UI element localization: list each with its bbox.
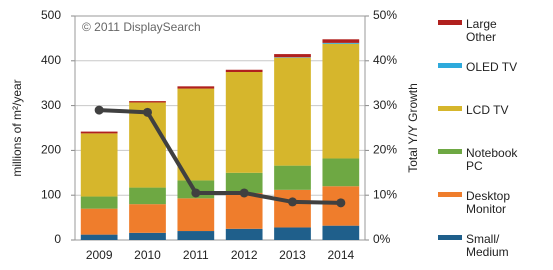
y2-tick-label: 0% xyxy=(373,232,391,246)
legend-swatch xyxy=(438,106,462,111)
bar-segment xyxy=(274,189,311,228)
bar-segment xyxy=(322,39,360,43)
x-tick-label: 2009 xyxy=(86,248,113,262)
bar-segment xyxy=(129,101,166,103)
x-tick-label: 2012 xyxy=(231,248,258,262)
bar-segment xyxy=(322,42,360,44)
bar-segment xyxy=(225,72,263,173)
bar-segment xyxy=(129,187,166,205)
line-point xyxy=(239,188,249,198)
y-axis-label: millions of m²/year xyxy=(10,79,24,176)
bar-segment xyxy=(80,131,118,134)
bar-segment xyxy=(177,86,215,89)
legend-swatch xyxy=(438,235,462,240)
bar-segment xyxy=(274,57,311,166)
legend-label: Notebook PC xyxy=(466,146,518,173)
legend-swatch xyxy=(438,149,462,154)
y-tick-label: 100 xyxy=(41,187,61,201)
legend-swatch xyxy=(438,20,462,25)
bar-segment xyxy=(274,165,311,190)
bar-segment xyxy=(129,204,166,233)
x-tick-label: 2014 xyxy=(327,248,354,262)
bar-segment xyxy=(225,228,263,240)
legend-label: OLED TV xyxy=(466,60,518,74)
line-point xyxy=(336,198,346,208)
bar-segment xyxy=(80,196,118,209)
y-tick-label: 400 xyxy=(41,53,61,67)
bar-segment xyxy=(177,198,215,232)
legend-label: Small/ Medium xyxy=(466,232,509,259)
annotation: © 2011 DisplaySearch xyxy=(82,20,201,34)
bar-segment xyxy=(80,234,118,240)
bar-segment xyxy=(274,54,311,58)
legend-swatch xyxy=(438,63,462,68)
y2-tick-label: 30% xyxy=(373,98,397,112)
bar-segment xyxy=(177,231,215,240)
plot-border xyxy=(74,15,366,241)
bar-segment xyxy=(80,208,118,235)
x-tick-label: 2010 xyxy=(134,248,161,262)
bar-segment xyxy=(274,227,311,240)
y2-axis-label: Total Y/Y Growth xyxy=(406,83,420,173)
legend-label: Desktop Monitor xyxy=(466,189,511,216)
y-tick-label: 0 xyxy=(54,232,61,246)
line xyxy=(99,108,341,205)
legend-swatch xyxy=(438,192,462,197)
line-point xyxy=(288,197,297,207)
bar-segment xyxy=(322,43,360,159)
bar-segment xyxy=(225,69,263,72)
y2-tick-label: 40% xyxy=(373,53,397,67)
bar-segment xyxy=(225,192,263,229)
y-tick-label: 500 xyxy=(41,8,61,22)
bar-segment xyxy=(177,88,215,181)
line-point xyxy=(94,105,104,115)
line-point xyxy=(143,107,152,117)
y2-tick-label: 20% xyxy=(373,143,397,157)
bar-segment xyxy=(225,172,263,193)
y-tick-label: 300 xyxy=(41,98,61,112)
bar-segment xyxy=(322,158,360,187)
x-tick-label: 2013 xyxy=(279,248,306,262)
legend-label: Large Other xyxy=(466,17,497,44)
bar-segment xyxy=(322,225,360,240)
y-tick-label: 200 xyxy=(41,143,61,157)
legend-label: LCD TV xyxy=(466,103,509,117)
y2-tick-label: 10% xyxy=(373,187,397,201)
line-point xyxy=(191,188,201,198)
x-tick-label: 2011 xyxy=(183,248,209,262)
bar-segment xyxy=(129,232,166,240)
y2-tick-label: 50% xyxy=(373,8,397,22)
bar-segment xyxy=(80,133,118,197)
